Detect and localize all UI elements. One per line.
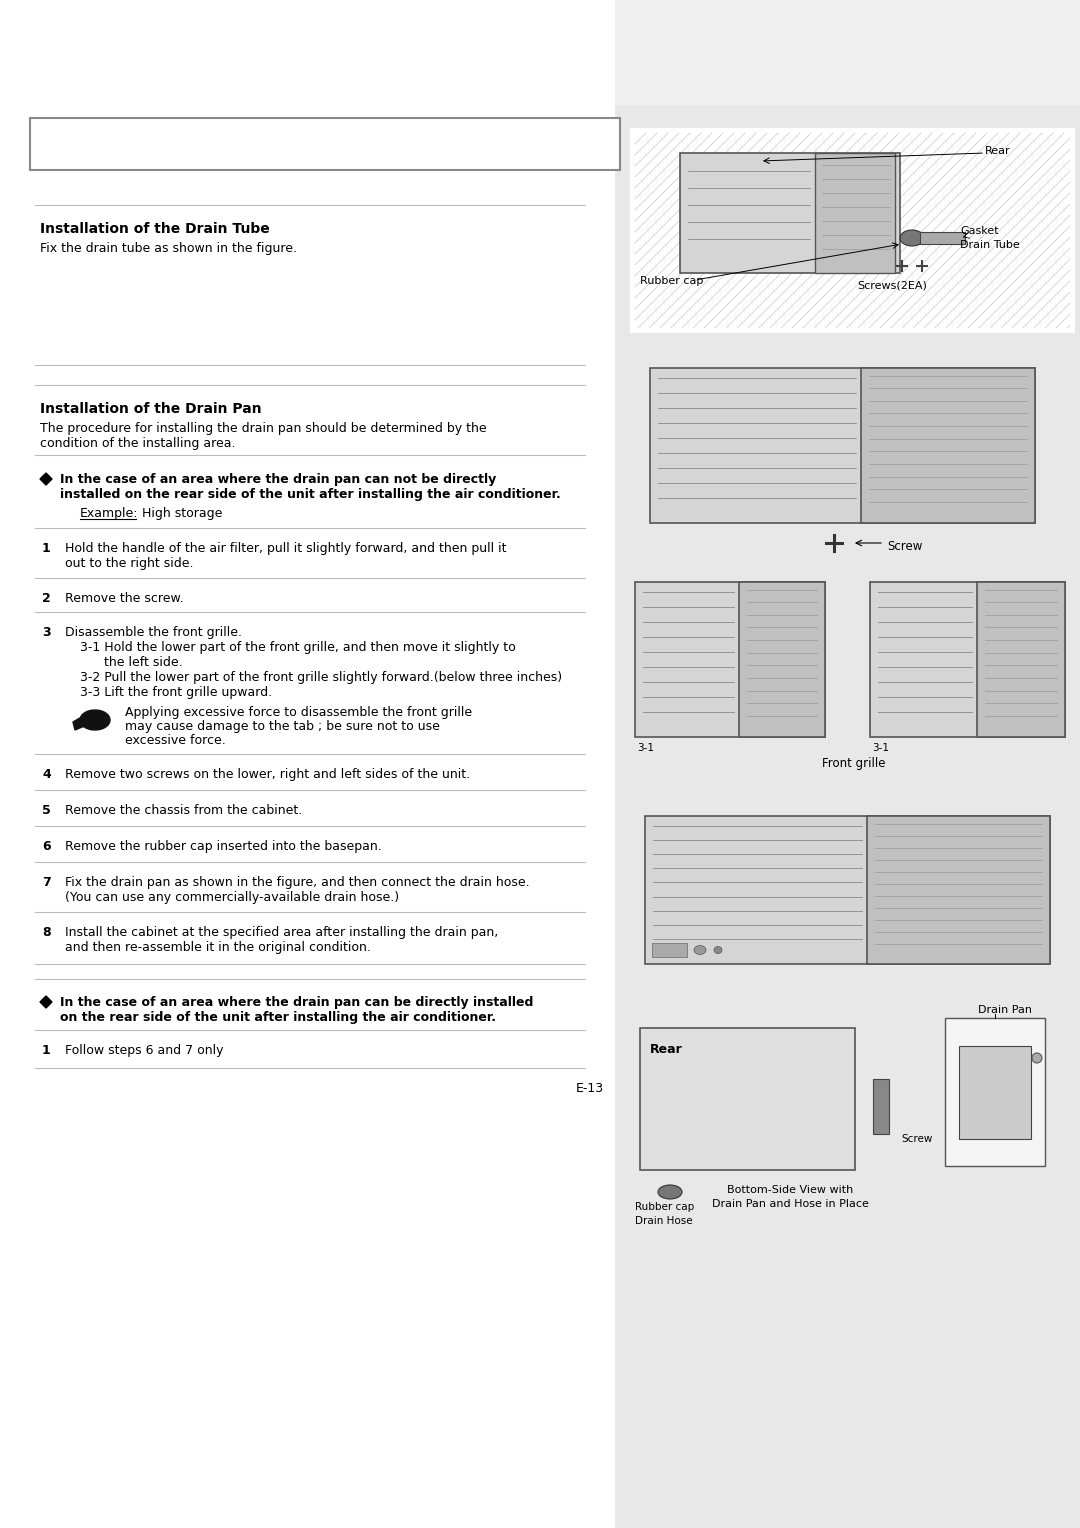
Bar [680,153,900,274]
Text: Rear: Rear [985,147,1011,156]
Text: 1: 1 [42,542,51,555]
Text: (You can use any commercially-available drain hose.): (You can use any commercially-available … [65,891,400,905]
Text: Remove the chassis from the cabinet.: Remove the chassis from the cabinet. [65,804,302,817]
Text: 3-3 Lift the front grille upward.: 3-3 Lift the front grille upward. [80,686,272,698]
Text: Fix the drain tube as shown in the figure.: Fix the drain tube as shown in the figur… [40,241,297,255]
Text: installed on the rear side of the unit after installing the air conditioner.: installed on the rear side of the unit a… [60,487,561,501]
Polygon shape [80,711,110,730]
Text: Installation of the Drain Pan: Installation of the Drain Pan [40,402,261,416]
Polygon shape [40,474,52,484]
Text: Screws(2EA): Screws(2EA) [858,280,927,290]
Polygon shape [40,996,52,1008]
Bar [630,128,1075,333]
Bar [645,816,1050,964]
Text: Drain Pan: Drain Pan [978,1005,1032,1015]
Text: Bottom-Side View with: Bottom-Side View with [727,1186,853,1195]
Polygon shape [73,715,87,730]
Bar [640,1028,855,1170]
Text: Drain Pan and Hose in Place: Drain Pan and Hose in Place [712,1199,868,1209]
Ellipse shape [900,231,924,246]
Text: Screw: Screw [887,541,922,553]
Bar [920,232,966,244]
Text: Rear: Rear [650,1044,683,1056]
Text: and then re-assemble it in the original condition.: and then re-assemble it in the original … [65,941,370,953]
Text: 3-1: 3-1 [872,743,889,753]
Text: Example:: Example: [80,507,138,520]
Text: Remove two screws on the lower, right and left sides of the unit.: Remove two screws on the lower, right an… [65,769,470,781]
Text: Applying excessive force to disassemble the front grille: Applying excessive force to disassemble … [125,706,472,720]
Text: may cause damage to the tab ; be sure not to use: may cause damage to the tab ; be sure no… [125,720,440,733]
Text: 2: 2 [42,591,51,605]
Text: Remove the rubber cap inserted into the basepan.: Remove the rubber cap inserted into the … [65,840,381,853]
Text: condition of the installing area.: condition of the installing area. [40,437,235,451]
Text: Drain Hose: Drain Hose [635,1216,692,1225]
Text: Fix the drain pan as shown in the figure, and then connect the drain hose.: Fix the drain pan as shown in the figure… [65,876,529,889]
Text: High storage: High storage [141,507,222,520]
Text: In the case of an area where the drain pan can not be directly: In the case of an area where the drain p… [60,474,496,486]
Text: 5: 5 [42,804,51,817]
Text: Installation of the Drain Tube: Installation of the Drain Tube [40,222,270,235]
Text: 4: 4 [42,769,51,781]
Bar [861,368,1035,523]
Text: Gasket: Gasket [960,226,999,235]
Text: 8: 8 [42,926,51,940]
Text: 7: 7 [42,876,51,889]
Text: 6: 6 [42,840,51,853]
Text: Disassemble the front grille.: Disassemble the front grille. [65,626,242,639]
Ellipse shape [694,946,706,955]
Text: 3-1 Hold the lower part of the front grille, and then move it slightly to: 3-1 Hold the lower part of the front gri… [80,642,516,654]
Bar [650,368,1035,523]
Bar [815,153,895,274]
Text: Follow steps 6 and 7 only: Follow steps 6 and 7 only [65,1044,224,1057]
Bar [977,582,1065,736]
Text: 1: 1 [42,1044,51,1057]
Ellipse shape [1032,1053,1042,1063]
Bar [635,582,825,736]
Ellipse shape [714,946,723,953]
Text: 3: 3 [42,626,51,639]
Text: Screw: Screw [901,1134,932,1144]
Bar [959,1047,1031,1138]
Text: 3-2 Pull the lower part of the front grille slightly forward.(below three inches: 3-2 Pull the lower part of the front gri… [80,671,562,685]
Text: out to the right side.: out to the right side. [65,558,193,570]
Bar [615,105,1080,1528]
Text: Install the cabinet at the specified area after installing the drain pan,: Install the cabinet at the specified are… [65,926,498,940]
Bar [652,943,687,957]
Text: Hold the handle of the air filter, pull it slightly forward, and then pull it: Hold the handle of the air filter, pull … [65,542,507,555]
Text: 3-1: 3-1 [637,743,654,753]
Bar [873,1079,889,1134]
Ellipse shape [658,1186,681,1199]
Bar [30,118,620,170]
Bar [867,816,1050,964]
Text: Rubber cap: Rubber cap [635,1203,694,1212]
Bar [0,0,615,1528]
Text: The procedure for installing the drain pan should be determined by the: The procedure for installing the drain p… [40,422,487,435]
Bar [945,1018,1045,1166]
Text: Drain Tube: Drain Tube [960,240,1020,251]
Bar [739,582,825,736]
Text: Front grille: Front grille [822,756,886,770]
Text: E-13: E-13 [576,1082,604,1096]
Bar [870,582,1065,736]
Text: Remove the screw.: Remove the screw. [65,591,184,605]
Text: In the case of an area where the drain pan can be directly installed: In the case of an area where the drain p… [60,996,534,1008]
Text: excessive force.: excessive force. [125,733,226,747]
Text: Rubber cap: Rubber cap [640,277,703,286]
Text: the left side.: the left side. [80,656,183,669]
Text: on the rear side of the unit after installing the air conditioner.: on the rear side of the unit after insta… [60,1012,496,1024]
